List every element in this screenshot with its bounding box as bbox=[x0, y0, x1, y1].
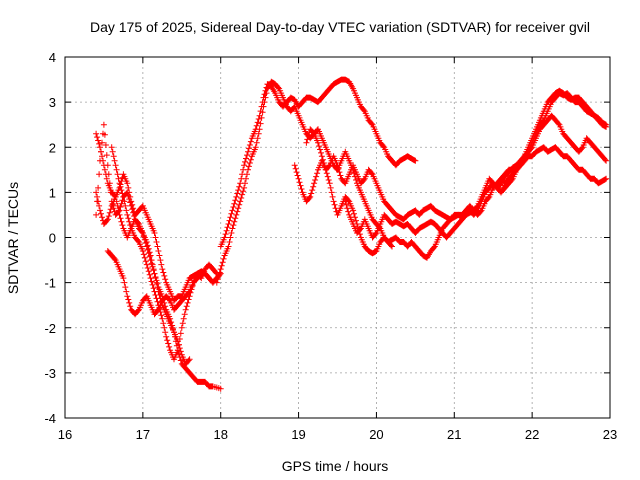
y-axis-label: SDTVAR / TECUs bbox=[5, 182, 21, 294]
x-tick-label: 22 bbox=[525, 427, 539, 442]
x-tick-label: 19 bbox=[291, 427, 305, 442]
point-markers bbox=[291, 144, 610, 261]
point-markers bbox=[498, 87, 610, 196]
y-tick-label: -3 bbox=[44, 366, 56, 381]
series-track-8 bbox=[291, 144, 610, 261]
x-axis-label: GPS time / hours bbox=[282, 458, 389, 474]
series-track-11 bbox=[498, 87, 610, 196]
point-markers bbox=[213, 78, 395, 286]
x-tick-label: 16 bbox=[58, 427, 72, 442]
axis-ticks bbox=[64, 56, 611, 419]
x-tick-label: 18 bbox=[213, 427, 227, 442]
y-tick-label: 0 bbox=[49, 231, 56, 246]
point-markers bbox=[342, 112, 610, 241]
point-markers bbox=[108, 144, 193, 367]
y-tick-label: -2 bbox=[44, 321, 56, 336]
x-tick-label: 17 bbox=[136, 427, 150, 442]
point-markers bbox=[217, 76, 419, 250]
chart-title: Day 175 of 2025, Sidereal Day-to-day VTE… bbox=[90, 19, 590, 35]
y-tick-label: 3 bbox=[49, 95, 56, 110]
y-tick-label: 2 bbox=[49, 140, 56, 155]
series-track-5 bbox=[108, 144, 193, 367]
series-track-7 bbox=[217, 76, 419, 250]
y-tick-label: -1 bbox=[44, 276, 56, 291]
x-tick-label: 21 bbox=[447, 427, 461, 442]
series-track-10 bbox=[342, 112, 610, 241]
x-tick-labels: 16 17 18 19 20 21 22 23 bbox=[58, 427, 617, 442]
point-markers bbox=[104, 248, 224, 318]
series-track-6 bbox=[213, 78, 395, 286]
y-tick-label: 4 bbox=[49, 50, 56, 65]
x-tick-label: 23 bbox=[603, 427, 617, 442]
y-tick-label: -4 bbox=[44, 411, 56, 426]
data-points bbox=[93, 76, 610, 392]
y-tick-label: 1 bbox=[49, 185, 56, 200]
series-track-4 bbox=[104, 248, 224, 318]
y-tick-labels: -4 -3 -2 -1 0 1 2 3 4 bbox=[44, 50, 56, 426]
x-tick-label: 20 bbox=[369, 427, 383, 442]
